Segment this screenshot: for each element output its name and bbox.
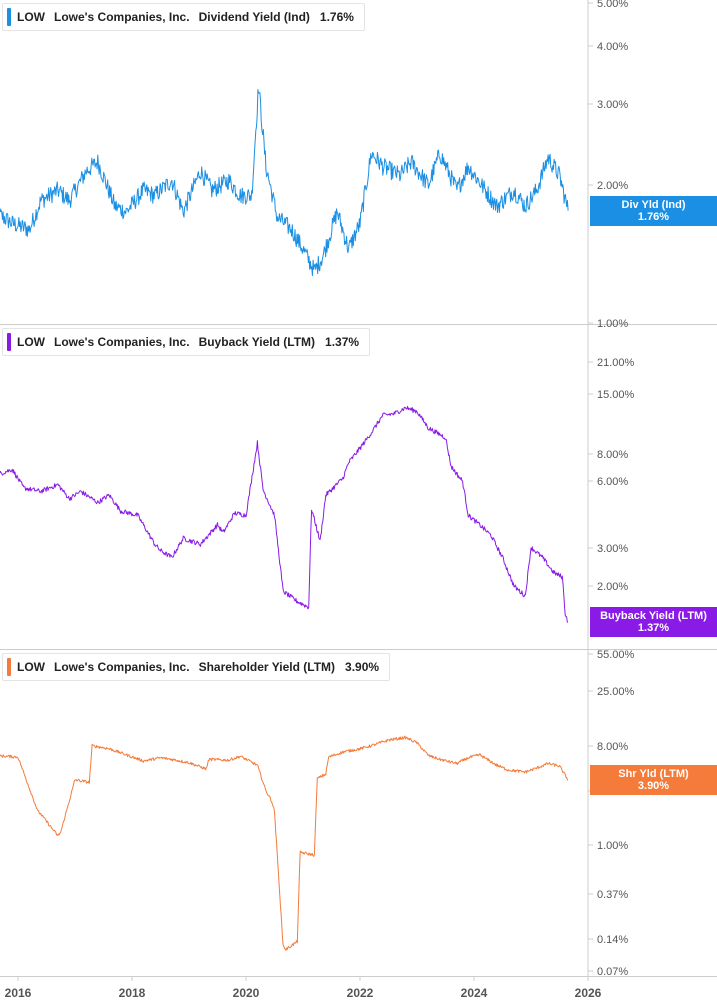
y-tick-label: 1.00%	[597, 318, 628, 330]
legend-ticker: LOW	[17, 660, 45, 674]
legend-buyback-yield[interactable]: LOW Lowe's Companies, Inc. Buyback Yield…	[2, 328, 371, 356]
y-tick-label: 21.00%	[597, 357, 635, 369]
y-tick-label: 4.00%	[597, 41, 628, 53]
current-value-tag-buyback: Buyback Yield (LTM) 1.37%	[590, 607, 717, 637]
y-tick-label: 8.00%	[597, 741, 628, 753]
y-tick-label: 15.00%	[597, 389, 635, 401]
x-tick-label: 2026	[575, 986, 602, 1000]
tag-label: Shr Yld (LTM)	[618, 768, 689, 780]
y-tick-label: 3.00%	[597, 99, 628, 111]
legend-company: Lowe's Companies, Inc.	[54, 10, 190, 24]
y-tick-label: 1.00%	[597, 840, 628, 852]
y-tick-label: 2.00%	[597, 581, 628, 593]
tag-value: 1.76%	[637, 211, 670, 223]
y-tick-label: 2.00%	[597, 180, 628, 192]
legend-value: 3.90%	[345, 660, 380, 674]
legend-dividend-yield[interactable]: LOW Lowe's Companies, Inc. Dividend Yiel…	[2, 3, 365, 31]
x-tick-label: 2018	[119, 986, 146, 1000]
y-tick-label: 0.14%	[597, 934, 628, 946]
y-tick-label: 5.00%	[597, 0, 628, 10]
y-tick-label: 6.00%	[597, 476, 628, 488]
current-value-tag-dividend: Div Yld (Ind) 1.76%	[590, 196, 717, 226]
x-tick-label: 2022	[347, 986, 374, 1000]
legend-value: 1.37%	[325, 335, 360, 349]
series-line-3	[0, 735, 569, 951]
legend-ticker: LOW	[17, 10, 45, 24]
x-tick-label: 2016	[5, 986, 32, 1000]
series-line-1	[0, 89, 569, 277]
legend-metric: Dividend Yield (Ind)	[198, 10, 310, 24]
x-tick-label: 2020	[233, 986, 260, 1000]
legend-metric: Buyback Yield (LTM)	[198, 335, 316, 349]
tag-value: 1.37%	[637, 622, 670, 634]
legend-swatch-buyback	[7, 333, 11, 351]
legend-company: Lowe's Companies, Inc.	[54, 660, 190, 674]
legend-company: Lowe's Companies, Inc.	[54, 335, 190, 349]
legend-metric: Shareholder Yield (LTM)	[198, 660, 336, 674]
legend-shareholder-yield[interactable]: LOW Lowe's Companies, Inc. Shareholder Y…	[2, 653, 391, 681]
series-line-2	[0, 405, 569, 623]
y-tick-label: 0.37%	[597, 889, 628, 901]
tag-label: Buyback Yield (LTM)	[600, 610, 707, 622]
legend-ticker: LOW	[17, 335, 45, 349]
y-tick-label: 55.00%	[597, 649, 635, 661]
y-tick-label: 25.00%	[597, 686, 635, 698]
y-tick-label: 3.00%	[597, 543, 628, 555]
tag-value: 3.90%	[637, 780, 670, 792]
legend-swatch-shareholder	[7, 658, 11, 676]
legend-swatch-dividend	[7, 8, 11, 26]
legend-value: 1.76%	[319, 10, 354, 24]
axis-layer	[0, 0, 717, 981]
y-tick-label: 8.00%	[597, 449, 628, 461]
tag-label: Div Yld (Ind)	[621, 199, 686, 211]
y-tick-label: 0.07%	[597, 966, 628, 978]
tick-label-layer: 5.00% 4.00% 3.00% 2.00% 1.00% 21.00% 15.00% 8.0…	[5, 0, 635, 1000]
x-tick-label: 2024	[461, 986, 488, 1000]
series-layer	[0, 89, 569, 951]
current-value-tag-shareholder: Shr Yld (LTM) 3.90%	[590, 765, 717, 795]
